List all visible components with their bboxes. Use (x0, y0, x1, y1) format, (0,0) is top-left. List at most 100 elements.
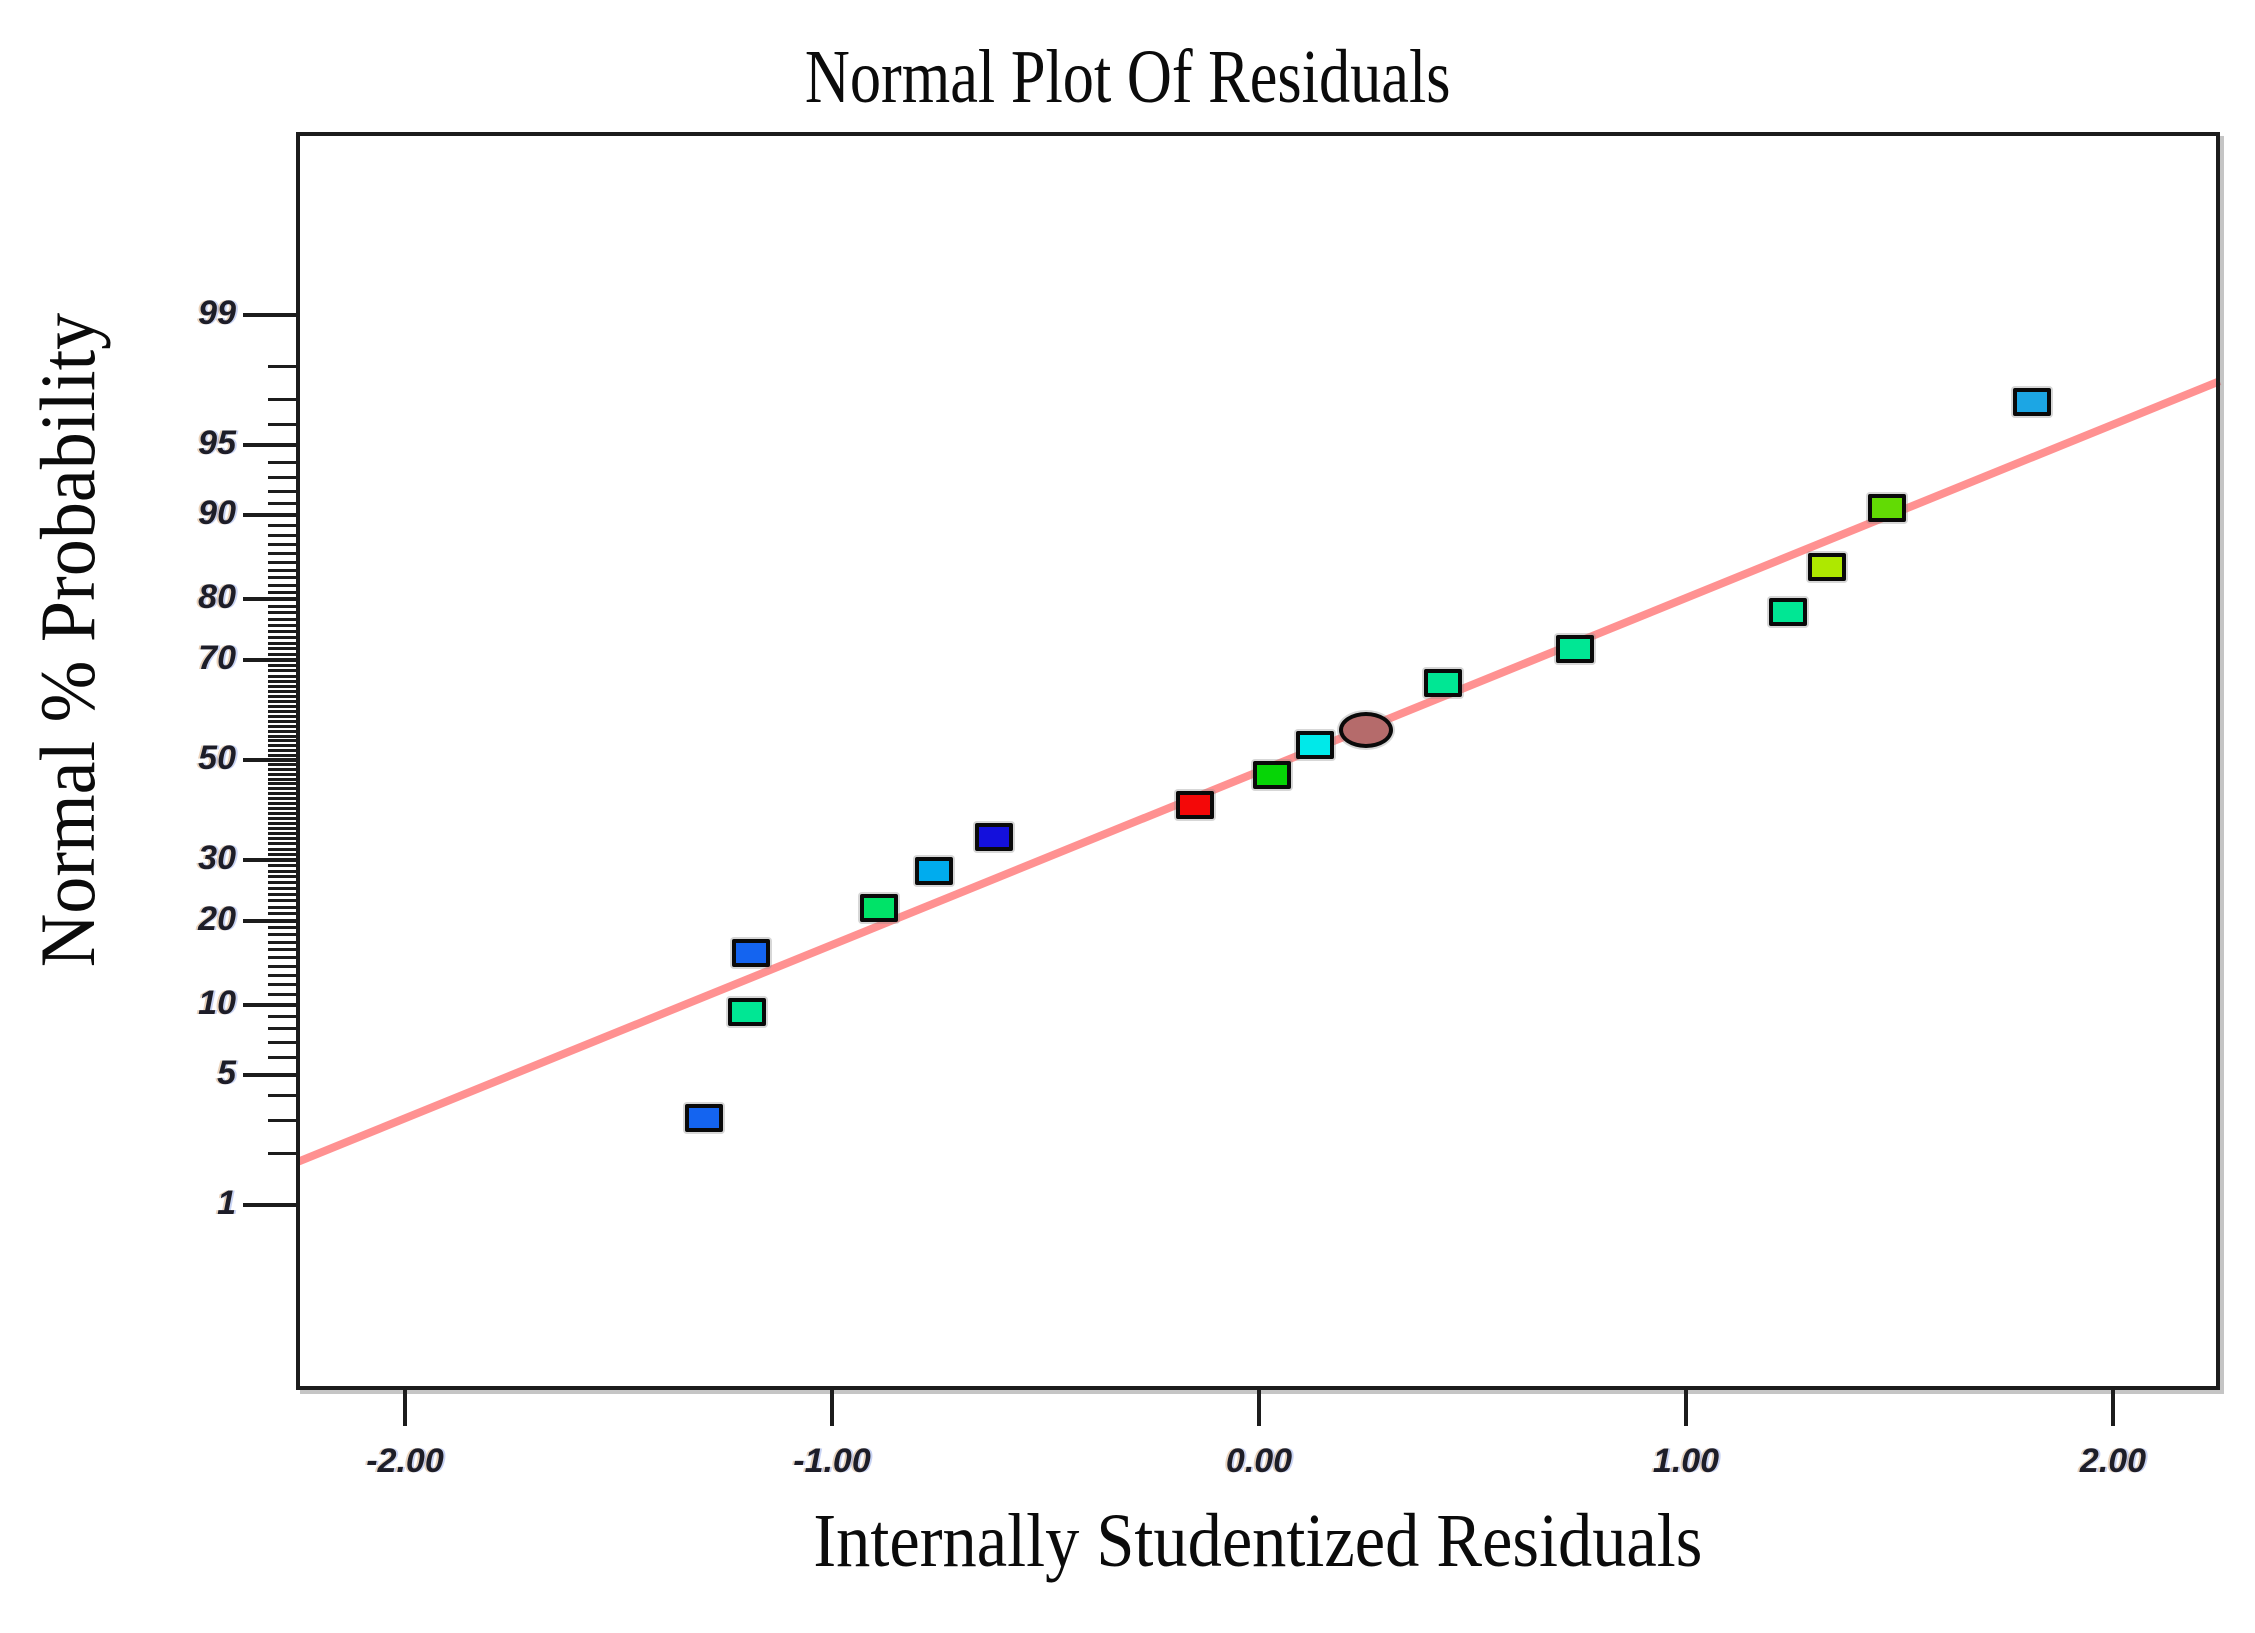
y-minor-tick (268, 869, 296, 873)
y-minor-tick (268, 1056, 296, 1060)
data-point-square[interactable] (731, 939, 770, 968)
y-minor-tick (268, 792, 296, 796)
y-minor-tick (268, 641, 296, 645)
y-minor-tick (268, 674, 296, 678)
y-minor-tick (268, 583, 296, 587)
data-point-square[interactable] (975, 822, 1014, 851)
data-point-square[interactable] (1252, 760, 1291, 789)
y-tick-label: 1 (217, 1184, 236, 1223)
data-point-square[interactable] (684, 1103, 723, 1132)
y-major-tick (243, 658, 296, 663)
y-minor-tick (268, 398, 296, 402)
data-point-square[interactable] (859, 893, 898, 922)
y-minor-tick (268, 1118, 296, 1122)
y-minor-tick (268, 772, 296, 776)
data-point-square[interactable] (1423, 669, 1462, 698)
data-point-ellipse[interactable] (1338, 712, 1393, 749)
y-minor-tick (268, 489, 296, 493)
y-minor-tick (268, 685, 296, 689)
y-minor-tick (268, 635, 296, 639)
y-minor-tick (268, 768, 296, 772)
y-minor-tick (268, 611, 296, 615)
y-minor-tick (268, 816, 296, 820)
y-minor-tick (268, 715, 296, 719)
y-minor-tick (268, 524, 296, 527)
y-minor-tick (268, 753, 296, 757)
y-minor-tick (268, 690, 296, 694)
x-tick-label: 2.00 (2079, 1442, 2147, 1480)
x-tick (403, 1390, 407, 1426)
x-axis-title: Internally Studentized Residuals (296, 1498, 2220, 1585)
y-minor-tick (268, 782, 296, 786)
y-minor-tick (268, 940, 296, 944)
y-major-tick (243, 857, 296, 862)
y-minor-tick (268, 763, 296, 767)
y-tick-label: 10 (198, 984, 236, 1023)
plot-area (296, 132, 2220, 1390)
y-tick-label: 95 (198, 423, 236, 462)
y-minor-tick (268, 695, 296, 699)
y-minor-tick (268, 502, 296, 506)
y-minor-tick (268, 560, 296, 564)
chart-title-text: Normal Plot Of Residuals (804, 35, 1451, 119)
y-minor-tick (268, 1027, 296, 1031)
y-tick-label: 99 (198, 293, 236, 332)
y-minor-tick (268, 821, 296, 825)
data-point-square[interactable] (1807, 552, 1846, 581)
y-minor-tick (268, 617, 296, 621)
y-minor-tick (268, 629, 296, 633)
y-minor-tick (268, 664, 296, 667)
data-point-square[interactable] (2012, 388, 2051, 417)
y-minor-tick (268, 460, 296, 464)
y-minor-tick (268, 831, 296, 835)
y-major-tick (243, 1073, 296, 1078)
y-minor-tick (268, 552, 296, 556)
y-minor-tick (268, 423, 296, 427)
y-minor-tick (268, 623, 296, 627)
data-point-square[interactable] (1555, 635, 1594, 664)
y-minor-tick (268, 724, 296, 728)
y-major-tick (243, 918, 296, 923)
y-minor-tick (268, 700, 296, 704)
y-minor-tick (268, 863, 296, 867)
y-major-tick (243, 442, 296, 447)
y-tick-label: 80 (198, 578, 236, 617)
y-minor-tick (268, 543, 296, 547)
y-major-tick (243, 758, 296, 762)
y-minor-tick (268, 734, 296, 738)
data-point-square[interactable] (1769, 598, 1808, 627)
data-point-square[interactable] (1295, 731, 1334, 760)
x-tick-label: -1.00 (793, 1442, 871, 1480)
y-minor-tick (268, 604, 296, 608)
y-minor-tick (268, 647, 296, 651)
y-minor-tick (268, 887, 296, 891)
x-tick-label: 0.00 (1225, 1442, 1293, 1480)
y-minor-tick (268, 847, 296, 851)
data-point-square[interactable] (915, 856, 954, 885)
y-minor-tick (268, 905, 296, 909)
y-minor-tick (268, 1014, 296, 1018)
y-minor-tick (268, 933, 296, 937)
x-tick-label: 1.00 (1652, 1442, 1720, 1480)
y-minor-tick (268, 739, 296, 743)
y-minor-tick (268, 777, 296, 781)
y-tick-label: 50 (198, 739, 236, 777)
y-minor-tick (268, 973, 296, 977)
y-minor-tick (268, 983, 296, 987)
y-tick-label: 70 (198, 639, 236, 678)
x-tick (1684, 1390, 1688, 1426)
data-point-square[interactable] (727, 997, 766, 1026)
y-minor-tick (268, 787, 296, 791)
y-minor-tick (268, 1093, 296, 1097)
y-minor-tick (268, 1040, 296, 1044)
y-minor-tick (268, 679, 296, 683)
y-minor-tick (268, 744, 296, 748)
y-minor-tick (268, 826, 296, 830)
y-minor-tick (268, 796, 296, 800)
data-point-square[interactable] (1175, 791, 1214, 820)
y-tick-label: 5 (217, 1054, 236, 1093)
y-minor-tick (268, 653, 296, 657)
y-major-tick (243, 1003, 296, 1008)
y-minor-tick (268, 899, 296, 903)
data-point-square[interactable] (1867, 494, 1906, 523)
